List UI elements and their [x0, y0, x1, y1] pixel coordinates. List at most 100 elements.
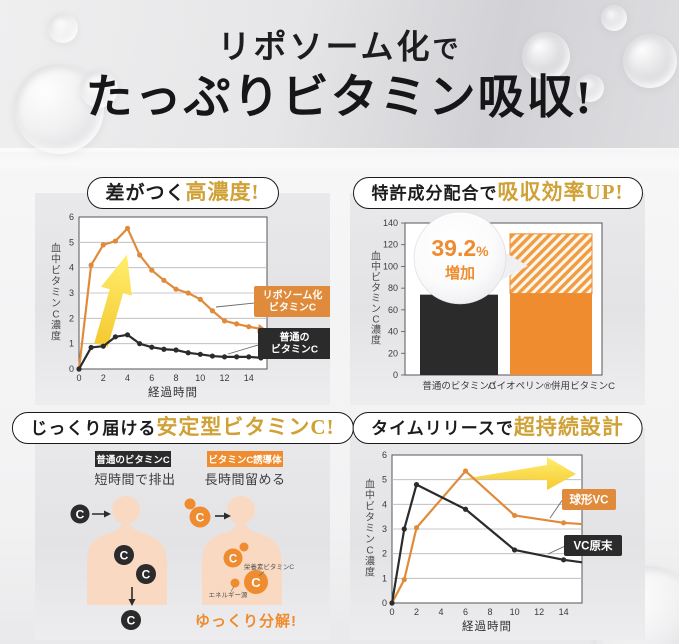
data-point [149, 267, 155, 273]
slow-breakdown-text: ゆっくり分解! [195, 612, 297, 630]
svg-text:C: C [251, 575, 261, 590]
svg-text:6: 6 [382, 450, 387, 460]
panel-title-time-release: タイムリリースで超持続設計 [352, 412, 643, 444]
title-black-part: じっくり届ける [30, 419, 157, 438]
panel-title-high-concentration: 差がつく高濃度! [86, 177, 279, 209]
title-gold-part: 超持続設計 [513, 415, 624, 439]
svg-text:0: 0 [382, 598, 387, 608]
body-head [227, 496, 255, 524]
absorption-bar-chart: 0 20 40 60 80 100 120 140 血中ビタミンC濃度普通のビタミンCバイオペリ… [371, 211, 615, 392]
panel-high-concentration: 差がつく高濃度! 0 1 2 3 4 5 6 0 2 4 6 8 10 12 14 経過時間血中ビタミン C 濃度… [35, 177, 330, 405]
svg-text:2: 2 [382, 549, 387, 559]
svg-text:12: 12 [220, 373, 230, 383]
bar-normal-vitamin [420, 294, 498, 375]
data-point [185, 350, 191, 356]
vitamin-molecule-orange: C [223, 542, 249, 568]
svg-text:20: 20 [388, 348, 398, 358]
svg-text:140: 140 [383, 218, 398, 228]
body-head [112, 496, 140, 524]
data-point [401, 576, 407, 583]
nutrient-annotation: 栄養素ビタミンC [244, 562, 295, 571]
svg-text:0: 0 [389, 607, 394, 617]
svg-text:C: C [196, 511, 205, 525]
svg-text:度: 度 [51, 330, 61, 343]
svg-text:C: C [76, 508, 85, 522]
svg-text:8: 8 [174, 373, 179, 383]
panel-absorption: 特許成分配合で吸収効率UP! 0 20 40 60 80 100 120 140 血中ビタミン C… [350, 177, 645, 405]
svg-text:2: 2 [414, 607, 419, 617]
title-gold-part: 高濃度! [185, 180, 260, 204]
svg-text:普通の: 普通の [280, 331, 310, 344]
floor-highlight [0, 148, 679, 174]
panel-stability: じっくり届ける安定型ビタミンC! 普通のビタミンC 短時間で排出 C [11, 412, 354, 640]
data-point [161, 346, 167, 352]
bubble-icon [601, 5, 627, 31]
panel-title-stability: じっくり届ける安定型ビタミンC! [11, 412, 354, 444]
svg-text:5: 5 [69, 237, 74, 247]
svg-text:80: 80 [388, 283, 398, 293]
bubble-icon [522, 32, 570, 80]
svg-text:12: 12 [534, 607, 544, 617]
svg-text:10: 10 [195, 373, 205, 383]
data-point [561, 520, 567, 526]
surge-arrow-icon [94, 254, 132, 347]
series-line [78, 333, 262, 370]
normal-vitamin-badge-label: 普通のビタミンC [96, 454, 170, 466]
svg-text:40: 40 [388, 327, 398, 337]
svg-text:2: 2 [69, 313, 74, 323]
data-point [112, 334, 118, 340]
svg-text:バイオペリン®併用ビタミンC: バイオペリン®併用ビタミンC [487, 380, 615, 392]
increase-bubble: 39.2% 増加 [413, 211, 528, 305]
svg-text:3: 3 [69, 288, 74, 298]
data-point [221, 318, 228, 324]
svg-text:ミ: ミ [365, 524, 375, 535]
svg-text:10: 10 [510, 607, 520, 617]
svg-text:濃: 濃 [371, 323, 381, 336]
title-gold-part: 安定型ビタミンC! [156, 415, 335, 439]
svg-text:ミ: ミ [371, 293, 381, 304]
bubble-icon [623, 34, 677, 88]
svg-text:C: C [372, 314, 379, 325]
series-line [77, 227, 267, 370]
data-point [389, 600, 395, 606]
bubble-icon [576, 74, 604, 102]
data-point [209, 353, 216, 359]
derivative-vitamin-column: ビタミンC誘導体 長時間留める C C C [184, 451, 297, 630]
svg-text:C: C [120, 549, 129, 563]
panel-time-release: タイムリリースで超持続設計 0 1 2 3 4 5 6 0 2 4 6 8 10 12 14 経過時間血中ビタ… [350, 412, 645, 640]
svg-text:ビタミンC: ビタミンC [269, 301, 316, 314]
vitamin-molecule-dark: C [121, 610, 141, 630]
data-point [100, 343, 106, 349]
vitamin-molecule-dark: C [114, 545, 134, 565]
data-point [197, 351, 203, 357]
svg-text:ビ: ビ [51, 265, 61, 277]
data-point [401, 526, 407, 532]
series-1 [389, 482, 583, 606]
svg-text:血: 血 [365, 478, 375, 491]
data-point [221, 354, 228, 360]
svg-text:血: 血 [371, 249, 381, 262]
title-black-part: 差がつく [105, 183, 186, 204]
vitamin-molecule-dark: C [70, 504, 90, 524]
derivative-vitamin-caption: 長時間留める [204, 472, 285, 487]
derivative-vitamin-badge [207, 451, 283, 467]
svg-text:C: C [229, 554, 237, 566]
data-point [413, 482, 420, 488]
svg-text:3: 3 [382, 524, 387, 534]
svg-text:4: 4 [69, 263, 74, 273]
data-point [88, 262, 94, 268]
data-point [112, 238, 118, 244]
svg-text:VC原末: VC原末 [574, 539, 613, 553]
svg-text:1: 1 [382, 573, 387, 583]
svg-text:増加: 増加 [445, 264, 475, 282]
svg-text:60: 60 [388, 305, 398, 315]
series-label-badge: 普通のビタミンC [227, 328, 330, 359]
svg-text:C: C [366, 546, 373, 557]
data-point [173, 347, 179, 353]
data-point [124, 225, 131, 231]
data-point [246, 324, 252, 330]
data-point [124, 332, 131, 338]
